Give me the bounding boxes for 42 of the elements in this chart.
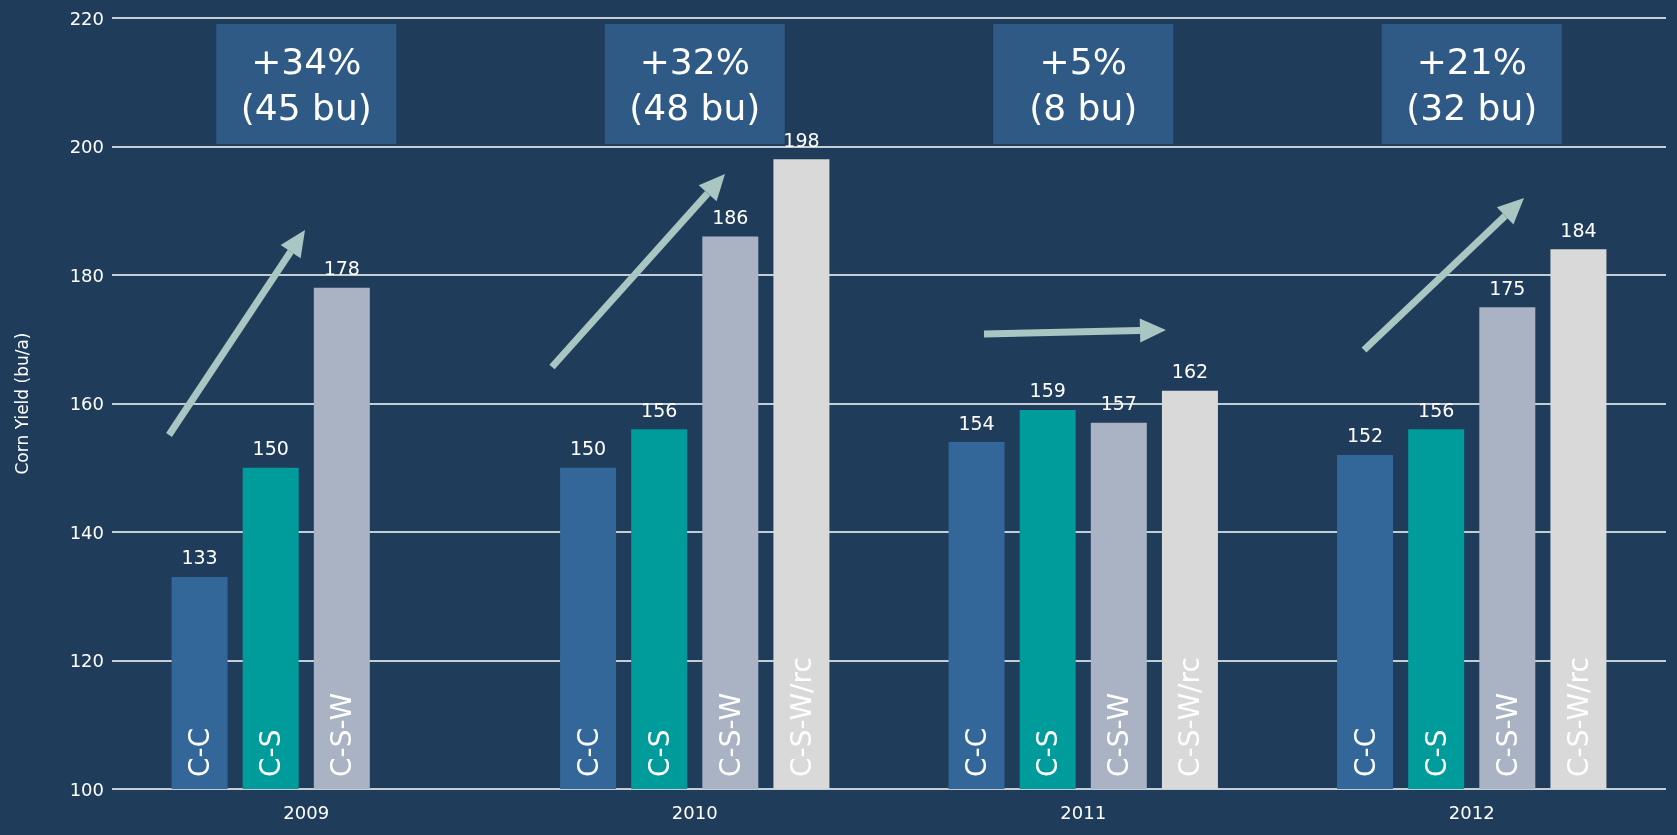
text: C-S-W bbox=[713, 692, 747, 777]
text: C-C bbox=[960, 727, 994, 777]
text: C-S-W bbox=[1490, 692, 1524, 777]
y-axis-title: Corn Yield (bu/a) bbox=[11, 332, 32, 475]
text: C-S bbox=[1419, 729, 1453, 777]
y-tick-label: 140 bbox=[69, 521, 104, 543]
y-tick-label: 100 bbox=[69, 778, 104, 800]
data-label: 178 bbox=[323, 257, 360, 280]
annotation: +34% (45 bu) bbox=[240, 40, 372, 128]
data-label: 159 bbox=[1029, 379, 1066, 402]
annotation: +32% (48 bu) bbox=[629, 40, 761, 128]
data-label: 184 bbox=[1560, 218, 1597, 241]
data-label: 162 bbox=[1171, 360, 1209, 383]
y-tick-label: 180 bbox=[69, 264, 104, 286]
text: C-S-W bbox=[1102, 692, 1136, 777]
series-label: C-S bbox=[254, 729, 288, 777]
x-tick-label: 2012 bbox=[1448, 801, 1495, 823]
text: C-C bbox=[571, 727, 605, 777]
data-label: 175 bbox=[1489, 276, 1526, 299]
series-label: C-C bbox=[183, 727, 217, 777]
y-tick-label: 120 bbox=[69, 650, 104, 671]
series-label: C-S-W bbox=[325, 692, 359, 777]
data-label: 154 bbox=[958, 411, 995, 434]
x-tick-label: 2009 bbox=[283, 801, 330, 823]
y-tick-label: 200 bbox=[69, 136, 104, 157]
y-tick-label: 160 bbox=[69, 393, 104, 414]
text: C-C bbox=[1348, 727, 1382, 777]
data-label: 198 bbox=[783, 128, 820, 151]
x-tick-label: 2010 bbox=[671, 801, 718, 823]
data-label: 156 bbox=[641, 398, 678, 421]
data-label: 150 bbox=[569, 437, 607, 460]
data-label: 156 bbox=[1418, 398, 1455, 421]
y-tick-label: 220 bbox=[69, 7, 104, 29]
x-tick-label: 2011 bbox=[1060, 801, 1107, 823]
data-label: 186 bbox=[712, 205, 749, 228]
data-label: 152 bbox=[1346, 424, 1384, 447]
data-label: 150 bbox=[252, 437, 289, 460]
text: C-S bbox=[1031, 729, 1065, 777]
data-label: 133 bbox=[181, 546, 218, 569]
annotation: +5% (8 bu) bbox=[1029, 40, 1138, 128]
text: C-S bbox=[642, 729, 676, 777]
annotation: +21% (32 bu) bbox=[1406, 40, 1538, 128]
